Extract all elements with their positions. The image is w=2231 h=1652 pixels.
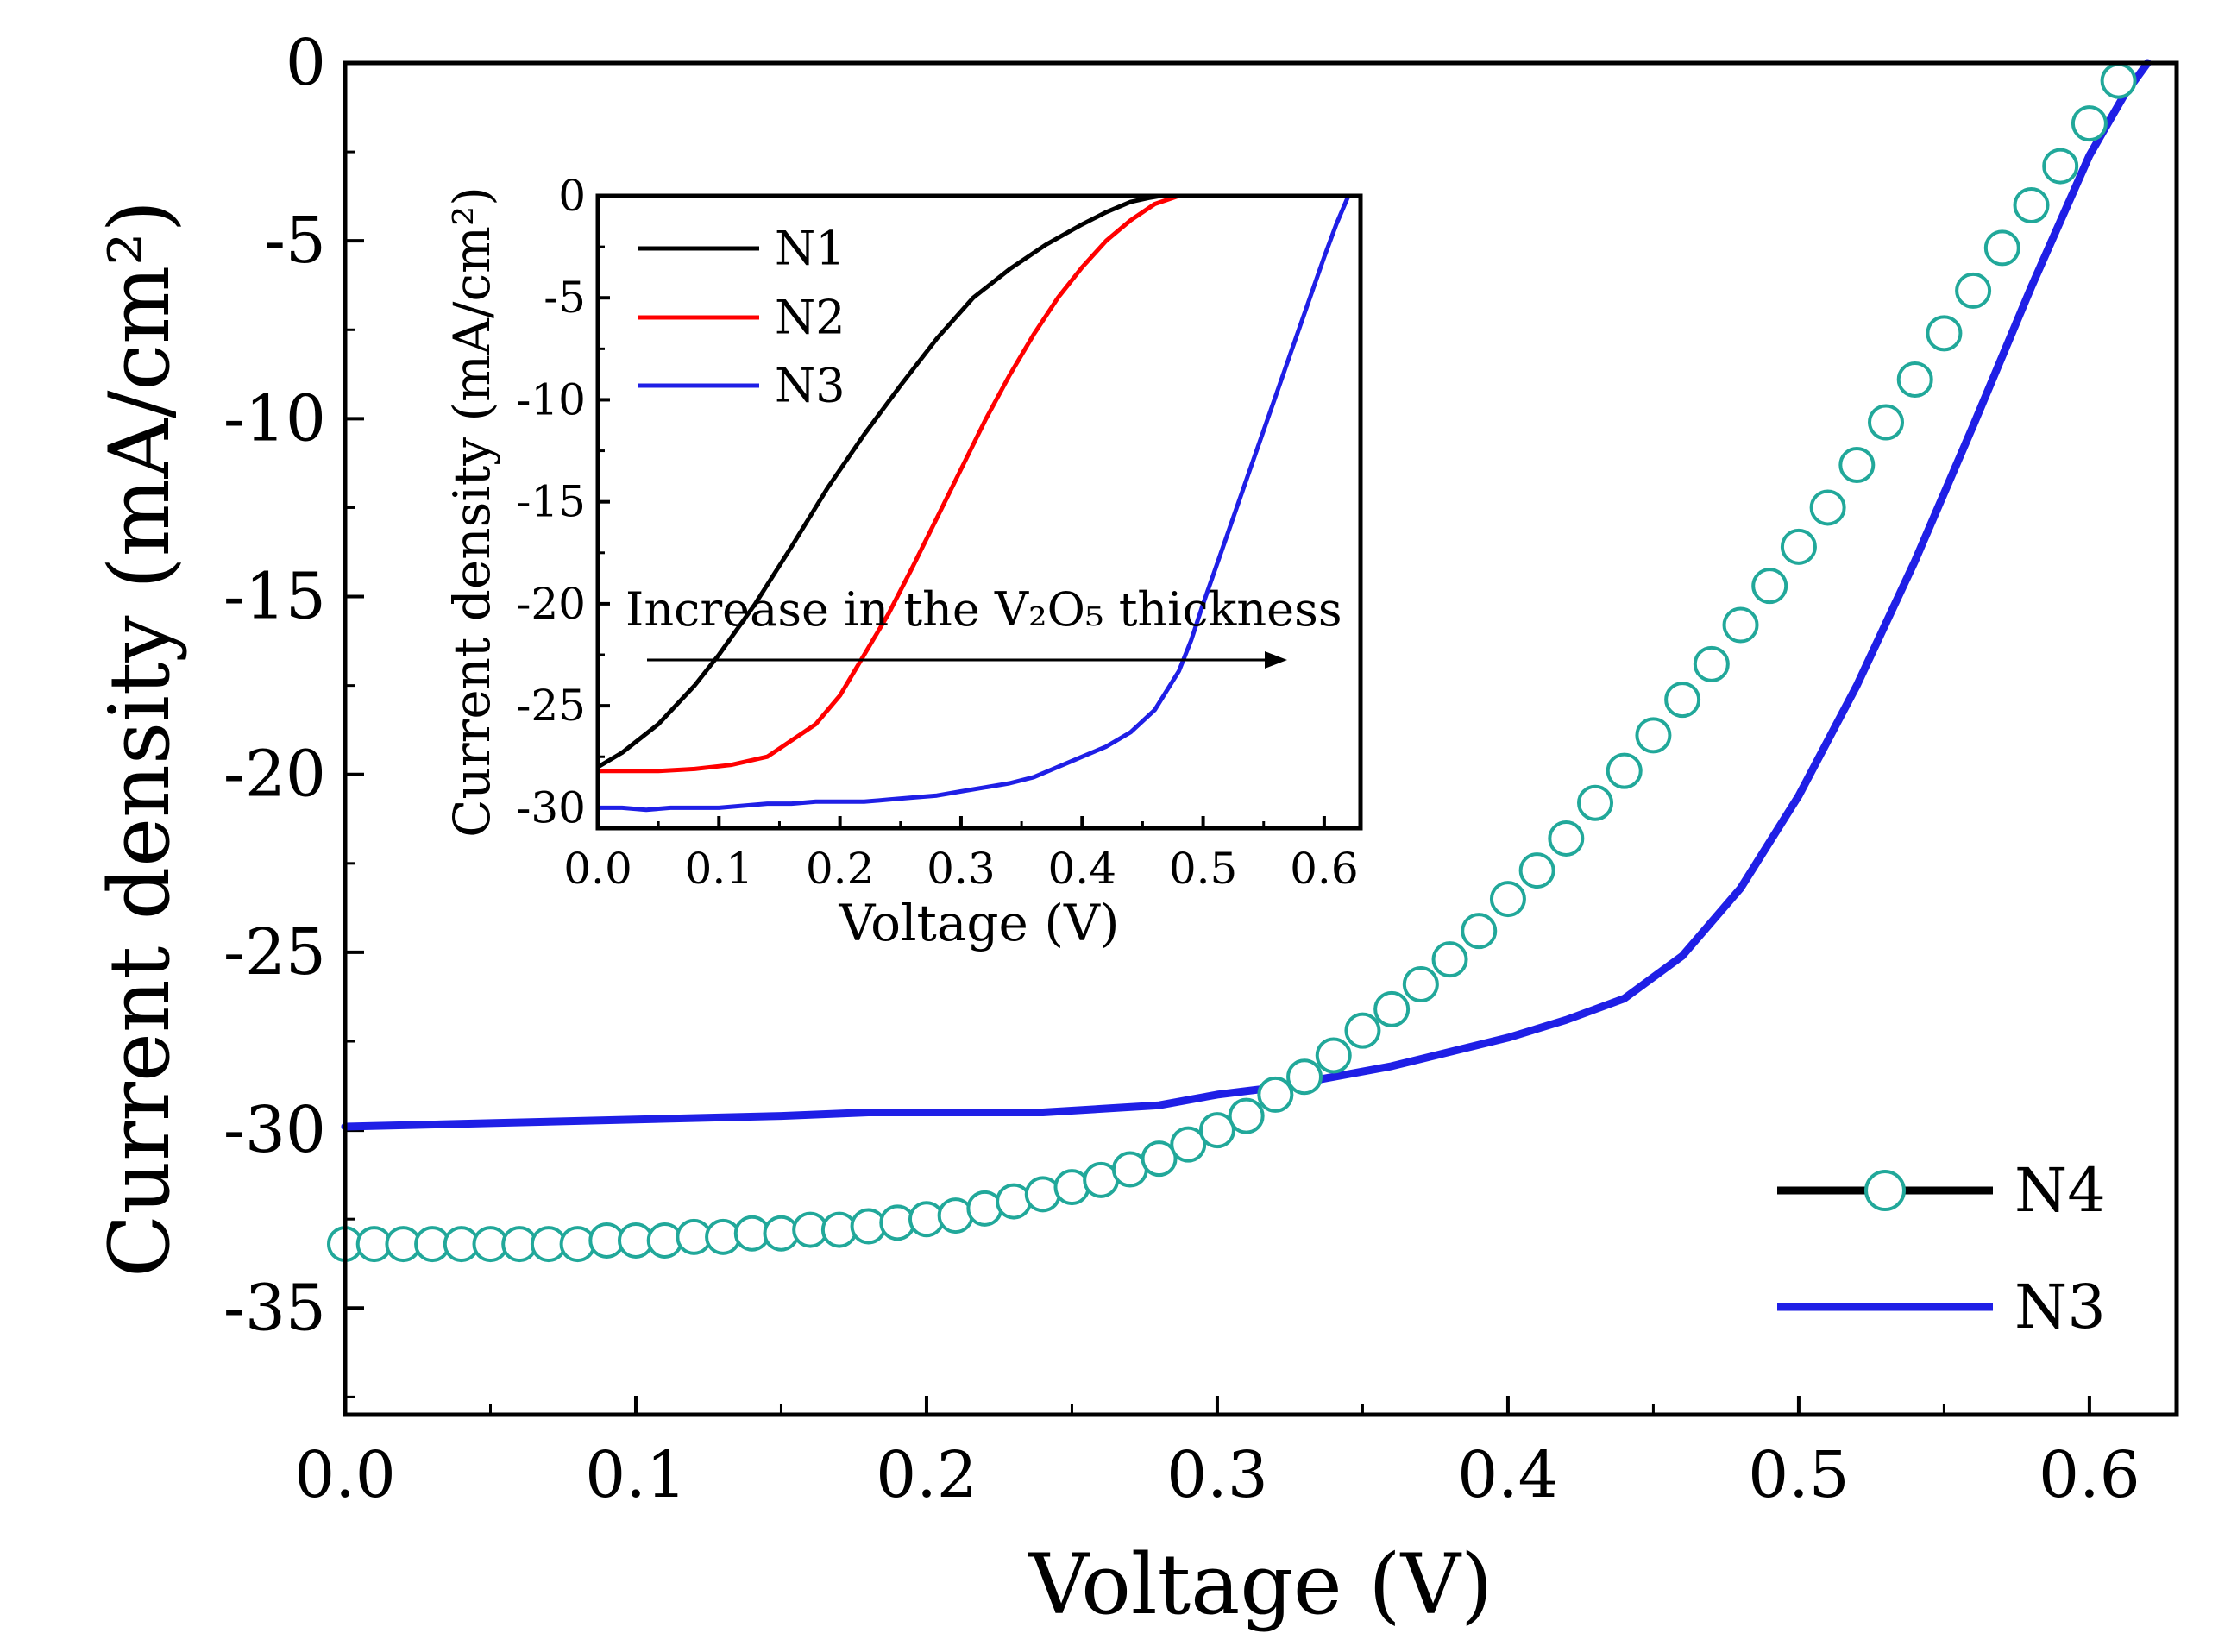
- inset-series-n3-line: [595, 193, 1351, 813]
- series-n4-point: [1722, 606, 1759, 644]
- inset-x-axis-title: Voltage (V): [839, 894, 1120, 952]
- inset-series-n1-line: [595, 193, 1163, 769]
- main-y-tick-label: -10: [223, 381, 326, 455]
- inset-y-tick-label: -10: [516, 374, 586, 424]
- series-n4-point: [2042, 148, 2079, 185]
- series-n4-point: [1461, 913, 1498, 950]
- legend-n3-label: N3: [2014, 1272, 2106, 1342]
- series-n4-point: [1896, 361, 1933, 399]
- main-x-tick-label: 0.0: [294, 1438, 396, 1512]
- main-y-axis-title: Current density (mA/cm²): [91, 200, 188, 1278]
- series-n4-point: [1228, 1097, 1265, 1134]
- series-n4-point: [2071, 105, 2108, 142]
- main-x-tick-label: 0.6: [2039, 1438, 2140, 1512]
- main-y-tick-label: -35: [223, 1271, 326, 1345]
- inset-legend-n2-label: N2: [775, 291, 845, 345]
- inset-frame: [595, 193, 1363, 831]
- series-n4-point: [1402, 966, 1439, 1003]
- series-n4-point: [1780, 528, 1817, 565]
- inset-series-n2-line: [595, 193, 1181, 774]
- series-n4-point: [1053, 1169, 1090, 1206]
- series-n4-point: [1635, 717, 1672, 754]
- series-n4-point: [1431, 941, 1468, 978]
- series-n4-point: [1983, 229, 2020, 267]
- inset-x-tick-label: 0.0: [563, 844, 632, 894]
- inset-y-tick-label: -5: [544, 273, 586, 323]
- series-n4-point: [1955, 272, 1992, 309]
- series-n4-point: [1548, 820, 1585, 857]
- inset-x-tick-label: 0.6: [1290, 844, 1359, 894]
- inset-x-tick-label: 0.5: [1169, 844, 1238, 894]
- inset-y-tick-label: -15: [516, 477, 586, 527]
- series-n4-point: [2013, 186, 2050, 223]
- series-n4-point: [1315, 1037, 1352, 1074]
- main-x-tick-label: 0.3: [1166, 1438, 1268, 1512]
- inset-x-tick-label: 0.1: [685, 844, 754, 894]
- inset-x-tick-label: 0.3: [927, 844, 996, 894]
- inset-x-tick-label: 0.4: [1048, 844, 1117, 894]
- main-frame: [343, 60, 2179, 1417]
- main-x-tick-label: 0.5: [1748, 1438, 1850, 1512]
- inset-y-tick-label: -20: [516, 579, 586, 629]
- series-n4-point: [1577, 784, 1614, 821]
- series-n4-point: [937, 1197, 974, 1234]
- series-n4-point: [1198, 1112, 1235, 1149]
- legend-n4-label: N4: [2014, 1155, 2106, 1226]
- main-y-tick-label: -25: [223, 915, 326, 989]
- series-n4-point: [1286, 1058, 1323, 1096]
- main-x-axis-title: Voltage (V): [1028, 1536, 1493, 1633]
- main-x-tick-label: 0.2: [876, 1438, 977, 1512]
- series-n4-point: [996, 1183, 1033, 1220]
- series-n4-point: [1170, 1126, 1207, 1163]
- inset-y-tick-label: 0: [558, 171, 586, 221]
- main-y-tick-label: -20: [223, 738, 326, 812]
- series-n4-point: [1868, 404, 1905, 441]
- series-n4-point: [966, 1190, 1003, 1227]
- series-n4-point: [1926, 315, 1963, 352]
- legend-n4-marker: [1864, 1170, 1906, 1211]
- main-y-tick-label: -5: [264, 204, 326, 278]
- series-n4-point: [1809, 489, 1846, 526]
- main-y-tick-label: -15: [223, 560, 326, 634]
- series-n4-point: [1489, 881, 1526, 918]
- inset-y-tick-label: -30: [516, 782, 586, 832]
- series-n4-point: [1373, 990, 1411, 1027]
- inset-annotation-text: Increase in the V₂O₅ thickness: [625, 582, 1342, 637]
- inset-plot: 0.0 0.1 0.2 0.3 0.4 0.5 0.6 0 -5 -10 -15 -20 -25 -30 V…: [443, 171, 1363, 952]
- series-n4-point: [1664, 682, 1701, 719]
- main-x-tick-label: 0.1: [585, 1438, 687, 1512]
- series-n4-point: [1257, 1076, 1294, 1113]
- inset-legend-n1-label: N1: [775, 222, 845, 276]
- series-n4-point: [2100, 62, 2137, 99]
- series-n4-point: [1141, 1140, 1178, 1178]
- series-n4-point: [1518, 852, 1555, 889]
- series-n4-point: [1344, 1012, 1381, 1049]
- inset-y-tick-label: -25: [516, 681, 586, 731]
- main-y-tick-label: 0: [286, 26, 326, 100]
- inset-legend-n3-label: N3: [775, 359, 845, 413]
- series-n4-point: [1838, 446, 1876, 483]
- inset-y-axis-title: Current density (mA/cm²): [443, 186, 501, 838]
- series-n3-line: [341, 59, 2152, 1131]
- main-y-tick-label: -30: [223, 1093, 326, 1167]
- main-x-tick-label: 0.4: [1457, 1438, 1559, 1512]
- series-n4-point: [1024, 1176, 1061, 1213]
- series-n4-point: [1606, 752, 1643, 789]
- series-n4-point: [1693, 645, 1730, 682]
- inset-x-tick-label: 0.2: [806, 844, 875, 894]
- inset-annotation-arrow-head: [1265, 651, 1287, 669]
- series-n4-point: [1751, 568, 1788, 605]
